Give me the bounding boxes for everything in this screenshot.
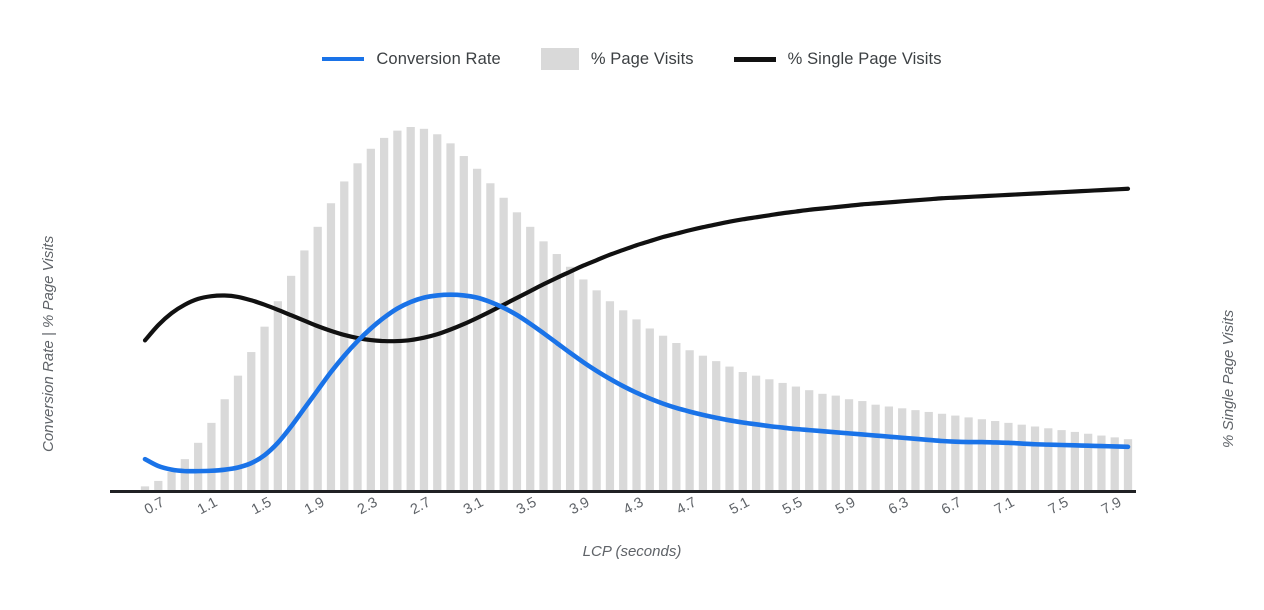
line-series-conversion-rate bbox=[142, 292, 1131, 474]
bar bbox=[446, 143, 455, 490]
bar bbox=[526, 226, 535, 490]
chart-legend: Conversion Rate % Page Visits % Single P… bbox=[0, 42, 1264, 76]
bar bbox=[844, 399, 854, 490]
legend-label: Conversion Rate bbox=[376, 49, 501, 68]
bar bbox=[751, 375, 761, 490]
legend-label: % Single Page Visits bbox=[787, 49, 942, 68]
legend-line-icon bbox=[733, 56, 776, 62]
bar bbox=[698, 355, 708, 490]
y-axis-left-title: Conversion Rate | % Page Visits bbox=[40, 235, 57, 452]
bar bbox=[924, 411, 933, 490]
bar bbox=[738, 372, 747, 490]
x-axis-title: LCP (seconds) bbox=[582, 543, 682, 560]
legend-label: % Page Visits bbox=[590, 49, 694, 68]
bar bbox=[220, 399, 229, 490]
bar bbox=[725, 366, 734, 490]
bar bbox=[366, 148, 375, 490]
bar bbox=[778, 382, 787, 490]
legend-item-single-page-visits[interactable]: % Single Page Visits bbox=[733, 49, 942, 69]
bar bbox=[619, 310, 628, 490]
bar bbox=[1097, 435, 1106, 490]
bar bbox=[486, 183, 495, 490]
bar bbox=[247, 352, 256, 490]
bar bbox=[592, 290, 601, 490]
bar bbox=[871, 404, 880, 490]
bar bbox=[313, 226, 322, 490]
legend-item-page-visits[interactable]: % Page Visits bbox=[540, 48, 694, 70]
bar bbox=[565, 266, 575, 490]
y-axis-right-title: % Single Page Visits bbox=[1220, 309, 1237, 448]
bar bbox=[512, 212, 522, 490]
bar bbox=[791, 386, 801, 490]
bar bbox=[406, 127, 415, 490]
bar bbox=[858, 401, 867, 490]
bar bbox=[433, 134, 442, 490]
bar bbox=[1017, 424, 1026, 490]
bar bbox=[287, 275, 296, 490]
bar bbox=[1110, 437, 1119, 490]
bar bbox=[579, 279, 588, 490]
bar bbox=[300, 250, 309, 490]
bar bbox=[685, 350, 694, 490]
bar bbox=[884, 406, 894, 490]
bar bbox=[712, 361, 721, 490]
bar bbox=[154, 480, 163, 490]
bar bbox=[1123, 439, 1133, 490]
bar bbox=[632, 319, 641, 490]
bar bbox=[419, 128, 429, 490]
bar bbox=[207, 422, 216, 490]
bar bbox=[539, 241, 548, 490]
bar bbox=[273, 301, 282, 490]
bar bbox=[379, 137, 389, 490]
bar bbox=[1044, 428, 1053, 490]
bar bbox=[964, 417, 973, 490]
bar bbox=[194, 442, 203, 490]
bar bbox=[552, 254, 561, 490]
legend-box-icon bbox=[540, 48, 579, 70]
bar bbox=[605, 301, 615, 490]
bar bbox=[233, 375, 243, 490]
bar bbox=[1030, 426, 1040, 490]
bar bbox=[1004, 422, 1013, 490]
bar bbox=[911, 410, 920, 490]
bar bbox=[977, 419, 986, 490]
line-series-single-page-visits bbox=[142, 186, 1131, 344]
bar bbox=[472, 168, 482, 490]
bar bbox=[937, 413, 947, 490]
bar bbox=[951, 415, 960, 490]
bar bbox=[180, 459, 189, 490]
bar bbox=[991, 421, 1000, 490]
bar bbox=[167, 471, 176, 490]
bar bbox=[818, 393, 827, 490]
bar bbox=[1070, 431, 1079, 490]
bar bbox=[831, 395, 840, 490]
bar bbox=[1057, 430, 1066, 490]
bar bbox=[260, 326, 269, 490]
bar-series-page-visits bbox=[140, 127, 1133, 491]
bar bbox=[1084, 433, 1093, 490]
bar bbox=[140, 486, 150, 490]
bar bbox=[658, 335, 668, 490]
bar bbox=[765, 379, 774, 490]
bar bbox=[645, 328, 654, 490]
bar bbox=[805, 390, 814, 490]
bar bbox=[898, 408, 907, 490]
legend-item-conversion-rate[interactable]: Conversion Rate bbox=[322, 49, 501, 69]
bar bbox=[326, 203, 336, 491]
bar bbox=[499, 197, 508, 490]
bar bbox=[353, 163, 362, 491]
bar bbox=[672, 342, 681, 490]
legend-line-icon bbox=[322, 57, 365, 61]
